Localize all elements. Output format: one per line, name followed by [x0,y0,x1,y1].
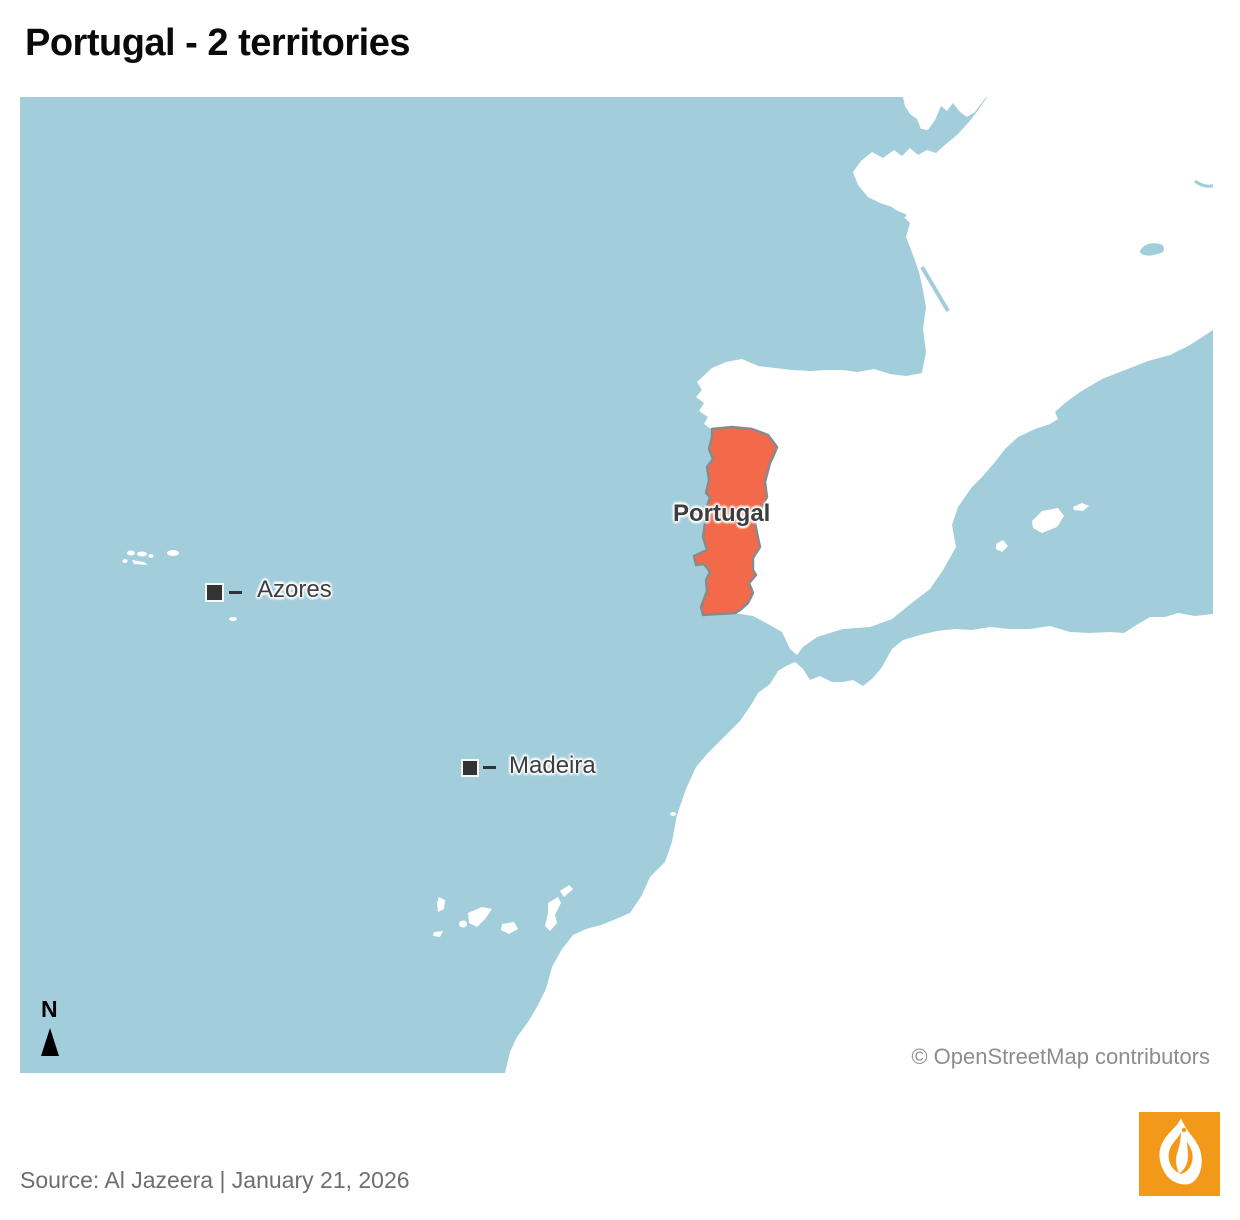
north-label: N [41,996,58,1022]
ibiza-island [996,540,1008,552]
al-jazeera-flame-icon [1159,1118,1202,1185]
azores-label: Azores [257,576,332,603]
menorca-island [1073,503,1089,511]
azores-marker [207,585,222,600]
landmass-europe [694,97,1213,655]
map-canvas: Portugal Azores Madeira N © OpenStreetMa… [20,97,1213,1073]
north-arrow-icon [41,1028,59,1056]
landmass-africa [505,613,1213,1073]
canary-islands [433,885,573,937]
madeira-marker [463,761,477,775]
osm-attribution: © OpenStreetMap contributors [911,1044,1210,1069]
madeira-marker-dash [483,766,496,769]
estuary-gironde [920,265,950,313]
river [1194,179,1213,188]
azores-islands [122,550,237,621]
azores-marker-dash [229,591,242,594]
page-title: Portugal - 2 territories [25,22,410,64]
mallorca-island [1032,508,1064,533]
balearic-islands [996,503,1089,552]
lake [1140,243,1164,256]
landmass-england [903,97,986,130]
portugal-label: Portugal [673,500,771,527]
al-jazeera-logo [1139,1112,1220,1196]
madeira-label: Madeira [509,752,596,779]
portugal-shape [692,425,779,617]
basemap-svg [20,97,1213,1073]
estuary-loire [891,208,907,218]
source-text: Source: Al Jazeera | January 21, 2026 [20,1167,410,1193]
